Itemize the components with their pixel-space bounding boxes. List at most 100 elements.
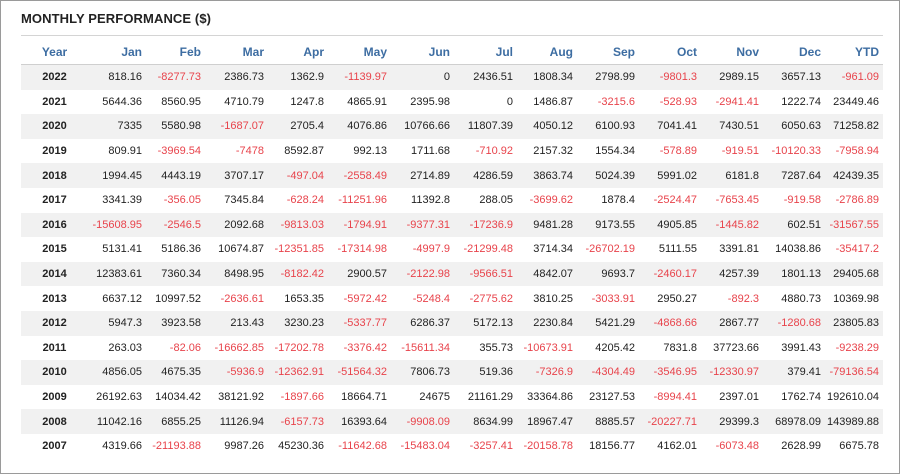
value-cell-oct: 5991.02 bbox=[639, 163, 701, 188]
value-cell-apr: -497.04 bbox=[268, 163, 328, 188]
value-cell-sep: 9693.7 bbox=[577, 261, 639, 287]
value-cell-may: -2558.49 bbox=[328, 163, 391, 188]
value-cell-nov: 29399.3 bbox=[701, 409, 763, 434]
value-cell-apr: -12351.85 bbox=[268, 237, 328, 262]
value-cell-mar: 38121.92 bbox=[205, 384, 268, 410]
value-cell-may: -17314.98 bbox=[328, 237, 391, 262]
value-cell-ytd: 192610.04 bbox=[825, 384, 883, 410]
value-cell-apr: 8592.87 bbox=[268, 138, 328, 164]
value-cell-feb: 6855.25 bbox=[146, 409, 205, 434]
value-cell-ytd: 29405.68 bbox=[825, 261, 883, 287]
value-cell-aug: 1808.34 bbox=[517, 64, 577, 90]
value-cell-ytd: -79136.54 bbox=[825, 360, 883, 385]
value-cell-ytd: -31567.55 bbox=[825, 212, 883, 238]
column-header-jun[interactable]: Jun bbox=[391, 40, 454, 65]
value-cell-oct: -3546.95 bbox=[639, 360, 701, 385]
value-cell-jan: 818.16 bbox=[88, 64, 146, 90]
value-cell-ytd: -9238.29 bbox=[825, 335, 883, 361]
value-cell-mar: -5936.9 bbox=[205, 360, 268, 385]
column-header-apr[interactable]: Apr bbox=[268, 40, 328, 65]
column-header-sep[interactable]: Sep bbox=[577, 40, 639, 65]
value-cell-feb: -8277.73 bbox=[146, 64, 205, 90]
value-cell-feb: 5186.36 bbox=[146, 237, 205, 262]
value-cell-ytd: 71258.82 bbox=[825, 114, 883, 139]
value-cell-apr: -628.24 bbox=[268, 187, 328, 213]
column-header-jan[interactable]: Jan bbox=[88, 40, 146, 65]
value-cell-jul: 11807.39 bbox=[454, 114, 517, 139]
column-header-oct[interactable]: Oct bbox=[639, 40, 701, 65]
column-header-nov[interactable]: Nov bbox=[701, 40, 763, 65]
column-header-ytd[interactable]: YTD bbox=[825, 40, 883, 65]
year-cell: 2010 bbox=[21, 360, 88, 385]
year-cell: 2019 bbox=[21, 138, 88, 164]
value-cell-dec: 68978.09 bbox=[763, 409, 825, 434]
value-cell-dec: 4880.73 bbox=[763, 286, 825, 311]
value-cell-sep: -3033.91 bbox=[577, 286, 639, 311]
value-cell-may: 4076.86 bbox=[328, 114, 391, 139]
value-cell-nov: 4257.39 bbox=[701, 261, 763, 287]
value-cell-apr: -9813.03 bbox=[268, 212, 328, 238]
value-cell-jul: -3257.41 bbox=[454, 433, 517, 459]
value-cell-sep: 6100.93 bbox=[577, 114, 639, 139]
year-cell: 2018 bbox=[21, 163, 88, 188]
value-cell-sep: -3215.6 bbox=[577, 89, 639, 115]
value-cell-jan: 1994.45 bbox=[88, 163, 146, 188]
value-cell-nov: -919.51 bbox=[701, 138, 763, 164]
value-cell-apr: -1897.66 bbox=[268, 384, 328, 410]
year-cell: 2021 bbox=[21, 89, 88, 115]
value-cell-jan: 5644.36 bbox=[88, 89, 146, 115]
value-cell-apr: -8182.42 bbox=[268, 261, 328, 287]
value-cell-jul: 8634.99 bbox=[454, 409, 517, 434]
column-header-year[interactable]: Year bbox=[21, 40, 88, 65]
value-cell-oct: -8994.41 bbox=[639, 384, 701, 410]
column-header-mar[interactable]: Mar bbox=[205, 40, 268, 65]
year-cell: 2016 bbox=[21, 212, 88, 238]
value-cell-mar: 11126.94 bbox=[205, 409, 268, 434]
value-cell-oct: -2460.17 bbox=[639, 261, 701, 287]
value-cell-mar: 4710.79 bbox=[205, 89, 268, 115]
value-cell-feb: -2546.5 bbox=[146, 212, 205, 238]
value-cell-apr: 1362.9 bbox=[268, 64, 328, 90]
column-header-aug[interactable]: Aug bbox=[517, 40, 577, 65]
value-cell-jul: 2436.51 bbox=[454, 64, 517, 90]
year-cell: 2011 bbox=[21, 335, 88, 361]
value-cell-jun: 11392.8 bbox=[391, 187, 454, 213]
value-cell-dec: 1762.74 bbox=[763, 384, 825, 410]
value-cell-aug: -20158.78 bbox=[517, 433, 577, 459]
value-cell-sep: 1878.4 bbox=[577, 187, 639, 213]
value-cell-oct: 4162.01 bbox=[639, 433, 701, 459]
value-cell-jun: -15611.34 bbox=[391, 335, 454, 361]
value-cell-oct: -9801.3 bbox=[639, 64, 701, 90]
column-header-jul[interactable]: Jul bbox=[454, 40, 517, 65]
value-cell-jun: 24675 bbox=[391, 384, 454, 410]
year-cell: 2013 bbox=[21, 286, 88, 311]
value-cell-nov: -6073.48 bbox=[701, 433, 763, 459]
value-cell-mar: -2636.61 bbox=[205, 286, 268, 311]
value-cell-mar: 9987.26 bbox=[205, 433, 268, 459]
value-cell-aug: 3810.25 bbox=[517, 286, 577, 311]
value-cell-ytd: 143989.88 bbox=[825, 409, 883, 434]
value-cell-jan: 5131.41 bbox=[88, 237, 146, 262]
value-cell-ytd: -2786.89 bbox=[825, 187, 883, 213]
value-cell-jun: 7806.73 bbox=[391, 360, 454, 385]
value-cell-feb: -21193.88 bbox=[146, 433, 205, 459]
column-header-dec[interactable]: Dec bbox=[763, 40, 825, 65]
value-cell-oct: 5111.55 bbox=[639, 237, 701, 262]
column-header-may[interactable]: May bbox=[328, 40, 391, 65]
value-cell-nov: -892.3 bbox=[701, 286, 763, 311]
value-cell-mar: 7345.84 bbox=[205, 187, 268, 213]
table-row: 2010 4856.05 4675.35 -5936.9 -12362.91 -51564… bbox=[21, 360, 883, 385]
column-header-feb[interactable]: Feb bbox=[146, 40, 205, 65]
value-cell-jun: -9377.31 bbox=[391, 212, 454, 238]
value-cell-aug: 33364.86 bbox=[517, 384, 577, 410]
value-cell-jun: 2395.98 bbox=[391, 89, 454, 115]
value-cell-jul: -21299.48 bbox=[454, 237, 517, 262]
value-cell-oct: 4905.85 bbox=[639, 212, 701, 238]
value-cell-jun: 0 bbox=[391, 64, 454, 90]
value-cell-dec: 1222.74 bbox=[763, 89, 825, 115]
value-cell-may: -1139.97 bbox=[328, 64, 391, 90]
value-cell-nov: -7653.45 bbox=[701, 187, 763, 213]
value-cell-mar: -1687.07 bbox=[205, 114, 268, 139]
title-divider bbox=[21, 35, 883, 36]
